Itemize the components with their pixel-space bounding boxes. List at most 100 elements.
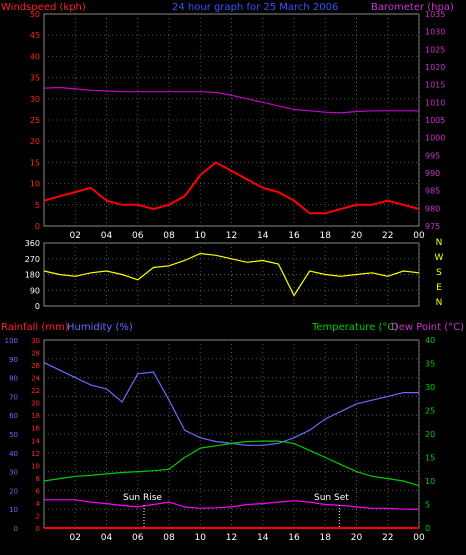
climate-x-tick: 08: [163, 533, 175, 543]
climate-x-tick: 02: [70, 533, 81, 543]
barometer-tick: 1035: [425, 10, 445, 19]
barometer-tick: 1000: [425, 134, 445, 143]
direction-tick: 0: [35, 302, 40, 311]
wind-x-tick: 12: [226, 231, 237, 241]
compass-label: S: [436, 268, 442, 278]
direction-tick: 270: [25, 255, 40, 264]
barometer-axis-label: Barometer (hpa): [371, 2, 454, 13]
climate-x-tick: 06: [132, 533, 144, 543]
humidity-tick: 80: [9, 375, 18, 383]
rainfall-tick: 20: [31, 400, 40, 408]
windspeed-tick: 20: [30, 137, 40, 146]
humidity-axis-label: Humidity (%): [67, 322, 133, 333]
barometer-tick: 995: [425, 151, 440, 160]
barometer-tick: 1010: [425, 98, 445, 107]
rainfall-tick: 8: [36, 475, 40, 483]
temperature-tick: 20: [425, 430, 435, 439]
climate-x-tick: 12: [226, 533, 237, 543]
windspeed-tick: 30: [30, 95, 40, 104]
climate-x-tick: 04: [101, 533, 113, 543]
sunrise-annotation: Sun Rise: [123, 493, 162, 503]
rainfall-tick: 0: [36, 525, 40, 533]
windspeed-tick: 10: [30, 180, 40, 189]
barometer-tick: 980: [425, 204, 440, 213]
chart-title: 24 hour graph for 25 March 2006: [172, 2, 338, 13]
climate-x-tick: 22: [382, 533, 393, 543]
humidity-tick: 20: [9, 487, 18, 495]
temperature-tick: 5: [425, 501, 430, 510]
temperature-tick: 15: [425, 454, 435, 463]
rainfall-tick: 6: [36, 487, 41, 495]
rainfall-tick: 16: [31, 425, 40, 433]
compass-label: N: [436, 238, 443, 248]
rainfall-tick: 22: [31, 387, 40, 395]
temperature-tick: 0: [425, 524, 430, 533]
wind-x-tick: 04: [101, 231, 113, 241]
barometer-tick: 975: [425, 222, 440, 231]
windspeed-tick: 40: [30, 52, 40, 61]
wind-x-tick: 00: [413, 231, 425, 241]
windspeed-tick: 50: [30, 10, 40, 19]
rainfall-tick: 2: [36, 512, 40, 520]
barometer-tick: 1025: [425, 45, 445, 54]
humidity-tick: 50: [9, 431, 18, 439]
humidity-tick: 30: [9, 469, 18, 477]
wind-x-tick: 02: [70, 231, 81, 241]
rainfall-tick: 18: [31, 412, 40, 420]
temperature-tick: 30: [425, 383, 435, 392]
temperature-tick: 10: [425, 477, 435, 486]
humidity-tick: 90: [9, 356, 18, 364]
barometer-tick: 1015: [425, 81, 445, 90]
rainfall-tick: 24: [31, 375, 40, 383]
rainfall-tick: 26: [31, 362, 40, 370]
barometer-tick: 1005: [425, 116, 445, 125]
direction-tick: 90: [30, 286, 40, 295]
barometer-series-line: [43, 86, 419, 114]
temperature-series-line: [43, 440, 420, 487]
windspeed-tick: 0: [35, 222, 40, 231]
wind-x-tick: 20: [351, 231, 363, 241]
humidity-tick: 10: [9, 506, 18, 514]
windspeed-tick: 5: [35, 201, 40, 210]
windspeed-tick: 45: [30, 31, 40, 40]
temperature-tick: 25: [425, 407, 435, 416]
wind-x-tick: 10: [195, 231, 207, 241]
wind-x-tick: 06: [132, 231, 144, 241]
rainfall-tick: 30: [31, 337, 40, 345]
humidity-tick: 40: [9, 450, 18, 458]
climate-x-tick: 18: [320, 533, 332, 543]
wind-x-tick: 18: [320, 231, 332, 241]
windspeed-tick: 35: [30, 74, 40, 83]
rainfall-tick: 10: [31, 462, 40, 470]
climate-x-tick: 00: [413, 533, 425, 543]
barometer-tick: 990: [425, 169, 440, 178]
wind-x-tick: 08: [163, 231, 175, 241]
humidity-tick: 70: [9, 393, 18, 401]
temperature-tick: 35: [425, 360, 435, 369]
compass-label: E: [436, 283, 442, 293]
wind-x-tick: 16: [288, 231, 300, 241]
wind-direction-series-line: [43, 252, 420, 297]
barometer-tick: 1020: [425, 63, 445, 72]
rainfall-tick: 12: [31, 450, 40, 458]
climate-x-tick: 10: [195, 533, 207, 543]
rainfall-axis-label: Rainfall (mm): [1, 322, 69, 333]
humidity-tick: 60: [9, 412, 18, 420]
windspeed-series-line: [43, 161, 420, 215]
temperature-tick: 40: [425, 336, 435, 345]
humidity-tick: 100: [5, 337, 18, 345]
barometer-tick: 1030: [425, 28, 445, 37]
humidity-tick: 0: [14, 525, 18, 533]
compass-label: W: [435, 253, 444, 263]
dewpoint-series-line: [44, 499, 419, 510]
rainfall-tick: 4: [36, 500, 41, 508]
wind-x-tick: 14: [257, 231, 269, 241]
direction-tick: 180: [25, 271, 40, 280]
windspeed-tick: 15: [30, 158, 40, 167]
climate-x-tick: 16: [288, 533, 300, 543]
wind-x-tick: 22: [382, 231, 393, 241]
rainfall-tick: 28: [31, 350, 40, 358]
sunset-annotation: Sun Set: [314, 493, 349, 503]
windspeed-axis-label: Windspeed (kph): [1, 2, 86, 13]
